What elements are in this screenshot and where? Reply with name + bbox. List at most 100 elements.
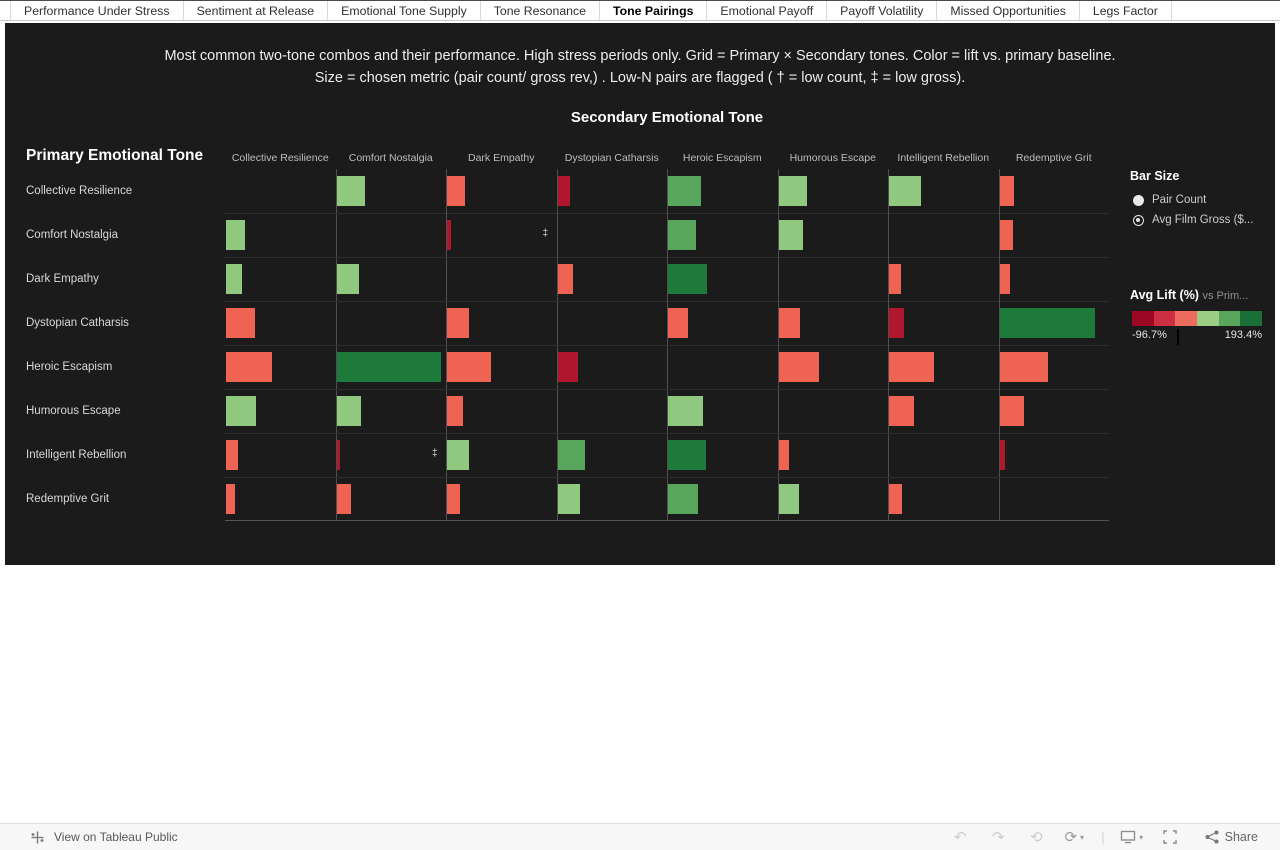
- gradient-swatch: [1240, 311, 1263, 326]
- tab-performance-under-stress[interactable]: Performance Under Stress: [10, 1, 184, 20]
- bar-size-option-label: Pair Count: [1152, 194, 1207, 206]
- pair-bar-comfort-nostalgia-x-humorous-escape[interactable]: [778, 220, 803, 250]
- share-button[interactable]: Share: [1205, 830, 1258, 844]
- color-legend-title-text: Avg Lift (%): [1130, 288, 1199, 302]
- pair-bar-dark-empathy-x-dystopian-catharsis[interactable]: [557, 264, 573, 294]
- row-gridline: [225, 433, 1109, 434]
- gradient-swatch: [1153, 311, 1176, 326]
- pair-bar-collective-resilience-x-comfort-nostalgia[interactable]: [336, 176, 365, 206]
- primary-tone-axis-title: Primary Emotional Tone: [26, 147, 204, 164]
- tab-emotional-payoff[interactable]: Emotional Payoff: [707, 1, 828, 20]
- device-preview-button[interactable]: ▾: [1113, 830, 1151, 844]
- secondary-tone-axis-title: Secondary Emotional Tone: [570, 109, 764, 126]
- pair-bar-redemptive-grit-x-dystopian-catharsis[interactable]: [557, 484, 580, 514]
- row-label-collective-resilience: Collective Resilience: [26, 185, 133, 197]
- pair-bar-intelligent-rebellion-x-heroic-escapism[interactable]: [668, 440, 706, 470]
- pair-bar-comfort-nostalgia-x-heroic-escapism[interactable]: [668, 220, 696, 250]
- pair-bar-humorous-escape-x-heroic-escapism[interactable]: [668, 396, 703, 426]
- pair-bar-intelligent-rebellion-x-dystopian-catharsis[interactable]: [557, 440, 585, 470]
- pair-bar-dystopian-catharsis-x-collective-resilience[interactable]: [226, 308, 255, 338]
- fullscreen-icon: [1162, 830, 1177, 844]
- pair-bar-dystopian-catharsis-x-dark-empathy[interactable]: [447, 308, 469, 338]
- pair-bar-dark-empathy-x-intelligent-rebellion[interactable]: [889, 264, 901, 294]
- col-header-humorous-escape: Humorous Escape: [789, 152, 876, 164]
- radio-icon: [1133, 194, 1144, 206]
- pair-bar-dark-empathy-x-comfort-nostalgia[interactable]: [336, 264, 359, 294]
- view-on-tableau-public-link[interactable]: View on Tableau Public: [30, 830, 178, 845]
- pair-bar-intelligent-rebellion-x-humorous-escape[interactable]: [778, 440, 789, 470]
- pair-bar-intelligent-rebellion-x-redemptive-grit[interactable]: [999, 440, 1005, 470]
- redo-button[interactable]: ↷: [979, 828, 1017, 846]
- tableau-logo-icon: [30, 830, 45, 845]
- pair-bar-heroic-escapism-x-intelligent-rebellion[interactable]: [889, 352, 934, 382]
- pair-bar-collective-resilience-x-intelligent-rebellion[interactable]: [889, 176, 921, 206]
- color-legend-max: 193.4%: [1224, 329, 1262, 341]
- pair-bar-redemptive-grit-x-dark-empathy[interactable]: [447, 484, 460, 514]
- pair-bar-dark-empathy-x-collective-resilience[interactable]: [226, 264, 242, 294]
- low-n-flag: ‡: [432, 448, 438, 459]
- pair-bar-heroic-escapism-x-collective-resilience[interactable]: [226, 352, 272, 382]
- refresh-button[interactable]: ⟳ ▾: [1055, 828, 1093, 846]
- pair-bar-collective-resilience-x-humorous-escape[interactable]: [778, 176, 807, 206]
- pair-bar-dystopian-catharsis-x-heroic-escapism[interactable]: [668, 308, 688, 338]
- color-legend-zero-tick: [1177, 329, 1179, 345]
- bar-size-legend-title: Bar Size: [1130, 169, 1180, 183]
- tab-tone-pairings[interactable]: Tone Pairings: [600, 1, 708, 20]
- pair-bar-humorous-escape-x-collective-resilience[interactable]: [226, 396, 256, 426]
- pair-bar-humorous-escape-x-comfort-nostalgia[interactable]: [336, 396, 361, 426]
- pair-bar-heroic-escapism-x-dystopian-catharsis[interactable]: [557, 352, 578, 382]
- pair-bar-intelligent-rebellion-x-dark-empathy[interactable]: [447, 440, 469, 470]
- pair-bar-humorous-escape-x-dark-empathy[interactable]: [447, 396, 463, 426]
- refresh-icon: ⟳: [1064, 829, 1078, 846]
- pair-bar-dystopian-catharsis-x-intelligent-rebellion[interactable]: [889, 308, 904, 338]
- pair-bar-heroic-escapism-x-dark-empathy[interactable]: [447, 352, 491, 382]
- row-label-humorous-escape: Humorous Escape: [26, 405, 121, 417]
- fullscreen-button[interactable]: [1151, 830, 1189, 844]
- redo-icon: ↷: [991, 829, 1005, 846]
- gradient-swatch: [1132, 311, 1154, 326]
- col-header-comfort-nostalgia: Comfort Nostalgia: [348, 152, 433, 164]
- pair-bar-comfort-nostalgia-x-collective-resilience[interactable]: [226, 220, 245, 250]
- toolbar-actions: ↶ ↷ ⟲ ⟳ ▾ | ▾: [941, 828, 1258, 846]
- row-label-comfort-nostalgia: Comfort Nostalgia: [26, 229, 119, 241]
- row-gridline: [225, 477, 1109, 478]
- pair-bar-intelligent-rebellion-x-collective-resilience[interactable]: [226, 440, 238, 470]
- pair-bar-humorous-escape-x-intelligent-rebellion[interactable]: [889, 396, 914, 426]
- pair-bar-redemptive-grit-x-collective-resilience[interactable]: [226, 484, 235, 514]
- pair-bar-comfort-nostalgia-x-dark-empathy[interactable]: [447, 220, 451, 250]
- pair-bar-collective-resilience-x-dystopian-catharsis[interactable]: [557, 176, 570, 206]
- undo-button[interactable]: ↶: [941, 828, 979, 846]
- pair-bar-intelligent-rebellion-x-comfort-nostalgia[interactable]: [336, 440, 340, 470]
- pair-bar-dystopian-catharsis-x-redemptive-grit[interactable]: [999, 308, 1095, 338]
- reset-button[interactable]: ⟲: [1017, 828, 1055, 846]
- view-on-tableau-public-label: View on Tableau Public: [54, 830, 178, 844]
- pair-bar-heroic-escapism-x-redemptive-grit[interactable]: [999, 352, 1048, 382]
- pair-bar-comfort-nostalgia-x-redemptive-grit[interactable]: [999, 220, 1013, 250]
- pair-bar-redemptive-grit-x-comfort-nostalgia[interactable]: [336, 484, 351, 514]
- pair-bar-heroic-escapism-x-comfort-nostalgia[interactable]: [336, 352, 441, 382]
- tab-payoff-volatility[interactable]: Payoff Volatility: [827, 1, 938, 20]
- sheet-tabbar: Performance Under Stress Sentiment at Rel…: [0, 0, 1280, 21]
- pair-bar-collective-resilience-x-heroic-escapism[interactable]: [668, 176, 701, 206]
- bar-size-option-pair-count[interactable]: Pair Count: [1133, 190, 1253, 210]
- tab-tone-resonance[interactable]: Tone Resonance: [480, 1, 601, 20]
- device-preview-icon: [1120, 830, 1136, 844]
- pair-bar-humorous-escape-x-redemptive-grit[interactable]: [999, 396, 1024, 426]
- pair-bar-dark-empathy-x-redemptive-grit[interactable]: [999, 264, 1010, 294]
- col-header-heroic-escapism: Heroic Escapism: [682, 152, 762, 164]
- pair-bar-redemptive-grit-x-humorous-escape[interactable]: [778, 484, 799, 514]
- tab-legs-factor[interactable]: Legs Factor: [1079, 1, 1172, 20]
- pair-bar-dystopian-catharsis-x-humorous-escape[interactable]: [778, 308, 800, 338]
- bar-size-option-label: Avg Film Gross ($...: [1152, 214, 1254, 226]
- low-n-flag: ‡: [542, 228, 549, 239]
- pair-bar-redemptive-grit-x-intelligent-rebellion[interactable]: [889, 484, 902, 514]
- pair-bar-collective-resilience-x-dark-empathy[interactable]: [447, 176, 465, 206]
- pair-bar-dark-empathy-x-heroic-escapism[interactable]: [668, 264, 707, 294]
- tab-sentiment-at-release[interactable]: Sentiment at Release: [183, 1, 329, 20]
- pair-bar-heroic-escapism-x-humorous-escape[interactable]: [778, 352, 819, 382]
- bar-size-option-avg-film-gross[interactable]: Avg Film Gross ($...: [1133, 210, 1253, 230]
- tab-missed-opportunities[interactable]: Missed Opportunities: [937, 1, 1080, 20]
- tab-emotional-tone-supply[interactable]: Emotional Tone Supply: [328, 1, 481, 20]
- pair-bar-redemptive-grit-x-heroic-escapism[interactable]: [668, 484, 698, 514]
- pair-bar-collective-resilience-x-redemptive-grit[interactable]: [999, 176, 1014, 206]
